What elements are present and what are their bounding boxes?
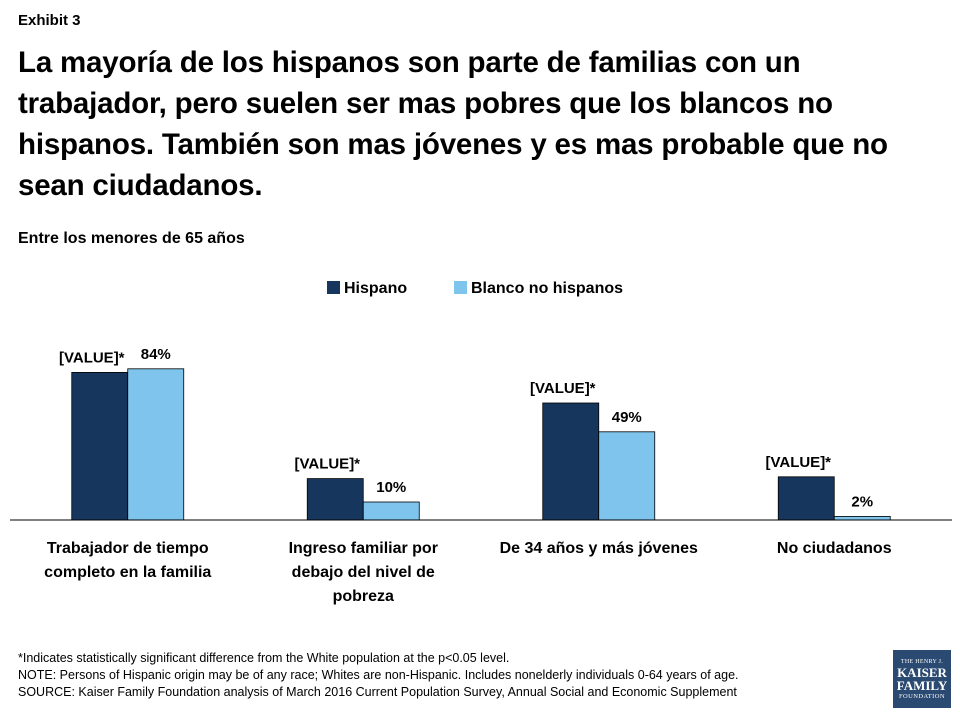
legend-swatch-1 [454, 281, 467, 294]
exhibit-label: Exhibit 3 [18, 12, 81, 29]
legend-label-1: Blanco no hispanos [471, 280, 623, 297]
data-label-blanco-2: 49% [612, 409, 642, 426]
category-label-2-0: De 34 años y más jóvenes [500, 540, 698, 557]
note-text: NOTE: Persons of Hispanic origin may be … [18, 668, 739, 682]
data-label-hispano-2: [VALUE]* [530, 380, 596, 397]
bar-blanco-0 [127, 368, 185, 521]
chart-title: La mayoría de los hispanos son parte de … [18, 46, 888, 202]
legend-label-0: Hispano [344, 280, 407, 297]
bar-hispano-2 [542, 402, 600, 521]
bar-blanco-2 [598, 431, 656, 521]
legend-swatch-0 [327, 281, 340, 294]
category-label-1-1: debajo del nivel de [292, 564, 435, 581]
category-label-1-0: Ingreso familiar por [289, 540, 438, 557]
category-label-0-0: Trabajador de tiempo [47, 540, 209, 557]
category-label-1-2: pobreza [333, 588, 394, 605]
logo-line-1: THE HENRY J. [900, 658, 944, 665]
data-label-blanco-3: 2% [851, 493, 873, 510]
logo-line-2: KAISER [897, 664, 947, 680]
source-text: SOURCE: Kaiser Family Foundation analysi… [18, 685, 737, 699]
footnotes: *Indicates statistically significant dif… [18, 650, 878, 701]
data-label-hispano-3: [VALUE]* [765, 454, 831, 471]
bar-blanco-3 [833, 515, 891, 521]
data-label-blanco-1: 10% [376, 479, 406, 496]
kff-logo: THE HENRY J. KAISER FAMILY FOUNDATION [893, 650, 951, 708]
data-label-hispano-0: [VALUE]* [59, 349, 125, 366]
bar-hispano-3 [777, 476, 835, 521]
data-label-blanco-0: 84% [141, 346, 171, 363]
bar-hispano-1 [306, 478, 364, 521]
logo-line-4: FOUNDATION [899, 692, 945, 700]
category-label-3-0: No ciudadanos [777, 540, 892, 557]
logo-line-3: FAMILY [896, 677, 948, 693]
bar-chart: Hispano Blanco no hispanos [VALUE]* 84% Trab… [10, 280, 952, 605]
bar-hispano-0 [71, 372, 129, 521]
data-label-hispano-1: [VALUE]* [294, 456, 360, 473]
category-label-0-1: completo en la familia [44, 564, 211, 581]
significance-note: *Indicates statistically significant dif… [18, 651, 510, 665]
bar-blanco-1 [362, 501, 420, 521]
chart-subtitle: Entre los menores de 65 años [18, 230, 245, 247]
